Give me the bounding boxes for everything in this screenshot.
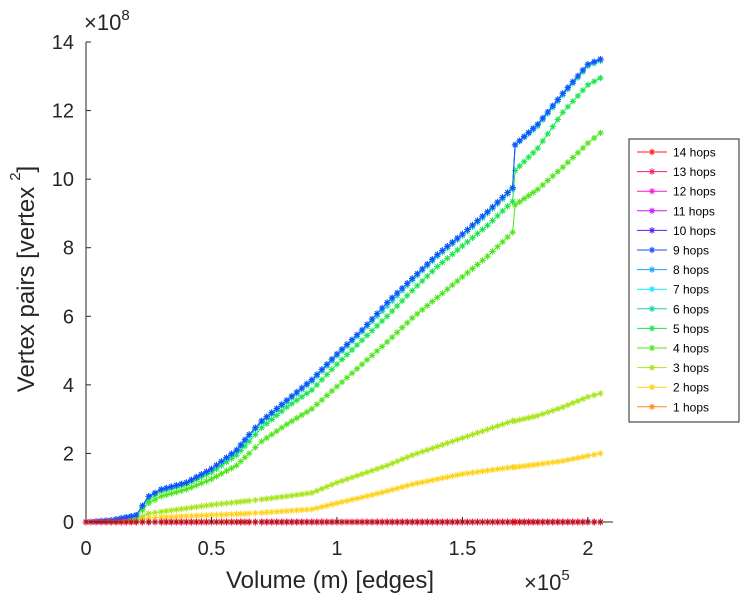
legend-item: 5 hops: [637, 322, 709, 336]
legend-item: 14 hops: [637, 146, 716, 160]
legend-item: 11 hops: [637, 204, 715, 218]
legend-label: 8 hops: [673, 263, 709, 277]
legend-label: 9 hops: [673, 244, 709, 258]
legend-label: 10 hops: [673, 224, 716, 238]
legend-label: 5 hops: [673, 322, 709, 336]
legend-item: 10 hops: [637, 224, 716, 238]
legend-label: 13 hops: [673, 165, 716, 179]
y-tick-label: 14: [52, 32, 74, 54]
legend-marker: [648, 344, 656, 352]
legend-label: 14 hops: [673, 146, 716, 160]
legend-box: [628, 138, 740, 423]
legend-label: 12 hops: [673, 185, 716, 199]
y-axis-multiplier: ×108: [84, 7, 130, 35]
legend-marker: [648, 246, 656, 254]
legend-marker: [648, 364, 656, 371]
y-tick-label: 12: [52, 101, 74, 123]
x-tick-label: 2: [582, 538, 593, 560]
svg-text:Vertex pairs [vertex2]: Vertex pairs [vertex 2]: [7, 166, 40, 392]
legend-item: 12 hops: [637, 185, 716, 199]
legend-marker: [648, 403, 656, 410]
x-multiplier-base: ×10: [524, 570, 561, 595]
legend-marker: [648, 148, 656, 156]
legend-entries: 14 hops 13 hops 12 hops 11 hops 10 hops 9 hop…: [637, 146, 716, 414]
legend-item: 3 hops: [637, 361, 709, 375]
y-axis-label: Vertex pairs [vertex 2]: [7, 166, 40, 392]
legend-marker: [648, 168, 656, 175]
y-multiplier-power: 8: [121, 7, 129, 24]
x-tick-label: 1.5: [449, 538, 477, 560]
y-tick-label: 10: [52, 169, 74, 191]
legend-label: 3 hops: [673, 361, 709, 375]
legend-marker: [648, 325, 656, 332]
legend-item: 7 hops: [637, 283, 709, 297]
legend-marker: [648, 305, 656, 312]
x-axis-label: Volume (m) [edges]: [226, 567, 434, 594]
y-axis-label-close: ]: [13, 166, 40, 173]
legend-marker: [648, 207, 656, 214]
y-tick-label: 6: [63, 306, 74, 328]
x-tick-label: 0: [80, 538, 91, 560]
legend-label: 11 hops: [673, 204, 715, 218]
y-tick-label: 0: [63, 512, 74, 534]
x-tick-label: 1: [331, 538, 342, 560]
y-tick-label: 4: [63, 375, 74, 397]
legend-marker: [648, 384, 656, 391]
legend-item: 13 hops: [637, 165, 716, 179]
y-multiplier-base: ×10: [84, 10, 121, 35]
legend-item: 6 hops: [637, 302, 709, 316]
y-axis-ticks: 0 2 4 6 8 10 12 14: [52, 32, 91, 534]
legend: 14 hops 13 hops 12 hops 11 hops 10 hops 9 hop…: [628, 138, 740, 423]
x-axis-ticks: 0 0.5 1 1.5 2: [80, 517, 593, 560]
legend-label: 7 hops: [673, 283, 709, 297]
x-multiplier-power: 5: [561, 567, 569, 584]
series-9-hops: [82, 55, 604, 526]
y-axis-label-sup: 2: [7, 172, 24, 180]
legend-marker: [648, 266, 656, 273]
x-tick-label: 0.5: [198, 538, 226, 560]
legend-label: 1 hops: [673, 400, 709, 414]
legend-item: 1 hops: [637, 400, 709, 414]
legend-label: 4 hops: [673, 342, 709, 356]
legend-item: 9 hops: [637, 244, 709, 258]
series-3-hops: [82, 390, 604, 526]
y-axis-label-main: Vertex pairs [vertex: [13, 187, 40, 392]
x-axis-multiplier: ×105: [524, 567, 570, 595]
legend-marker: [648, 286, 656, 293]
legend-marker: [648, 227, 656, 234]
legend-label: 6 hops: [673, 302, 709, 316]
plot-area: 0 0.5 1 1.5 2 0 2 4 6 8 10 12 14: [52, 32, 613, 560]
legend-label: 2 hops: [673, 381, 709, 395]
y-tick-label: 8: [63, 238, 74, 260]
legend-item: 4 hops: [637, 342, 709, 356]
legend-item: 8 hops: [637, 263, 709, 277]
legend-item: 2 hops: [637, 381, 709, 395]
y-tick-label: 2: [63, 443, 74, 465]
legend-marker: [648, 188, 656, 195]
